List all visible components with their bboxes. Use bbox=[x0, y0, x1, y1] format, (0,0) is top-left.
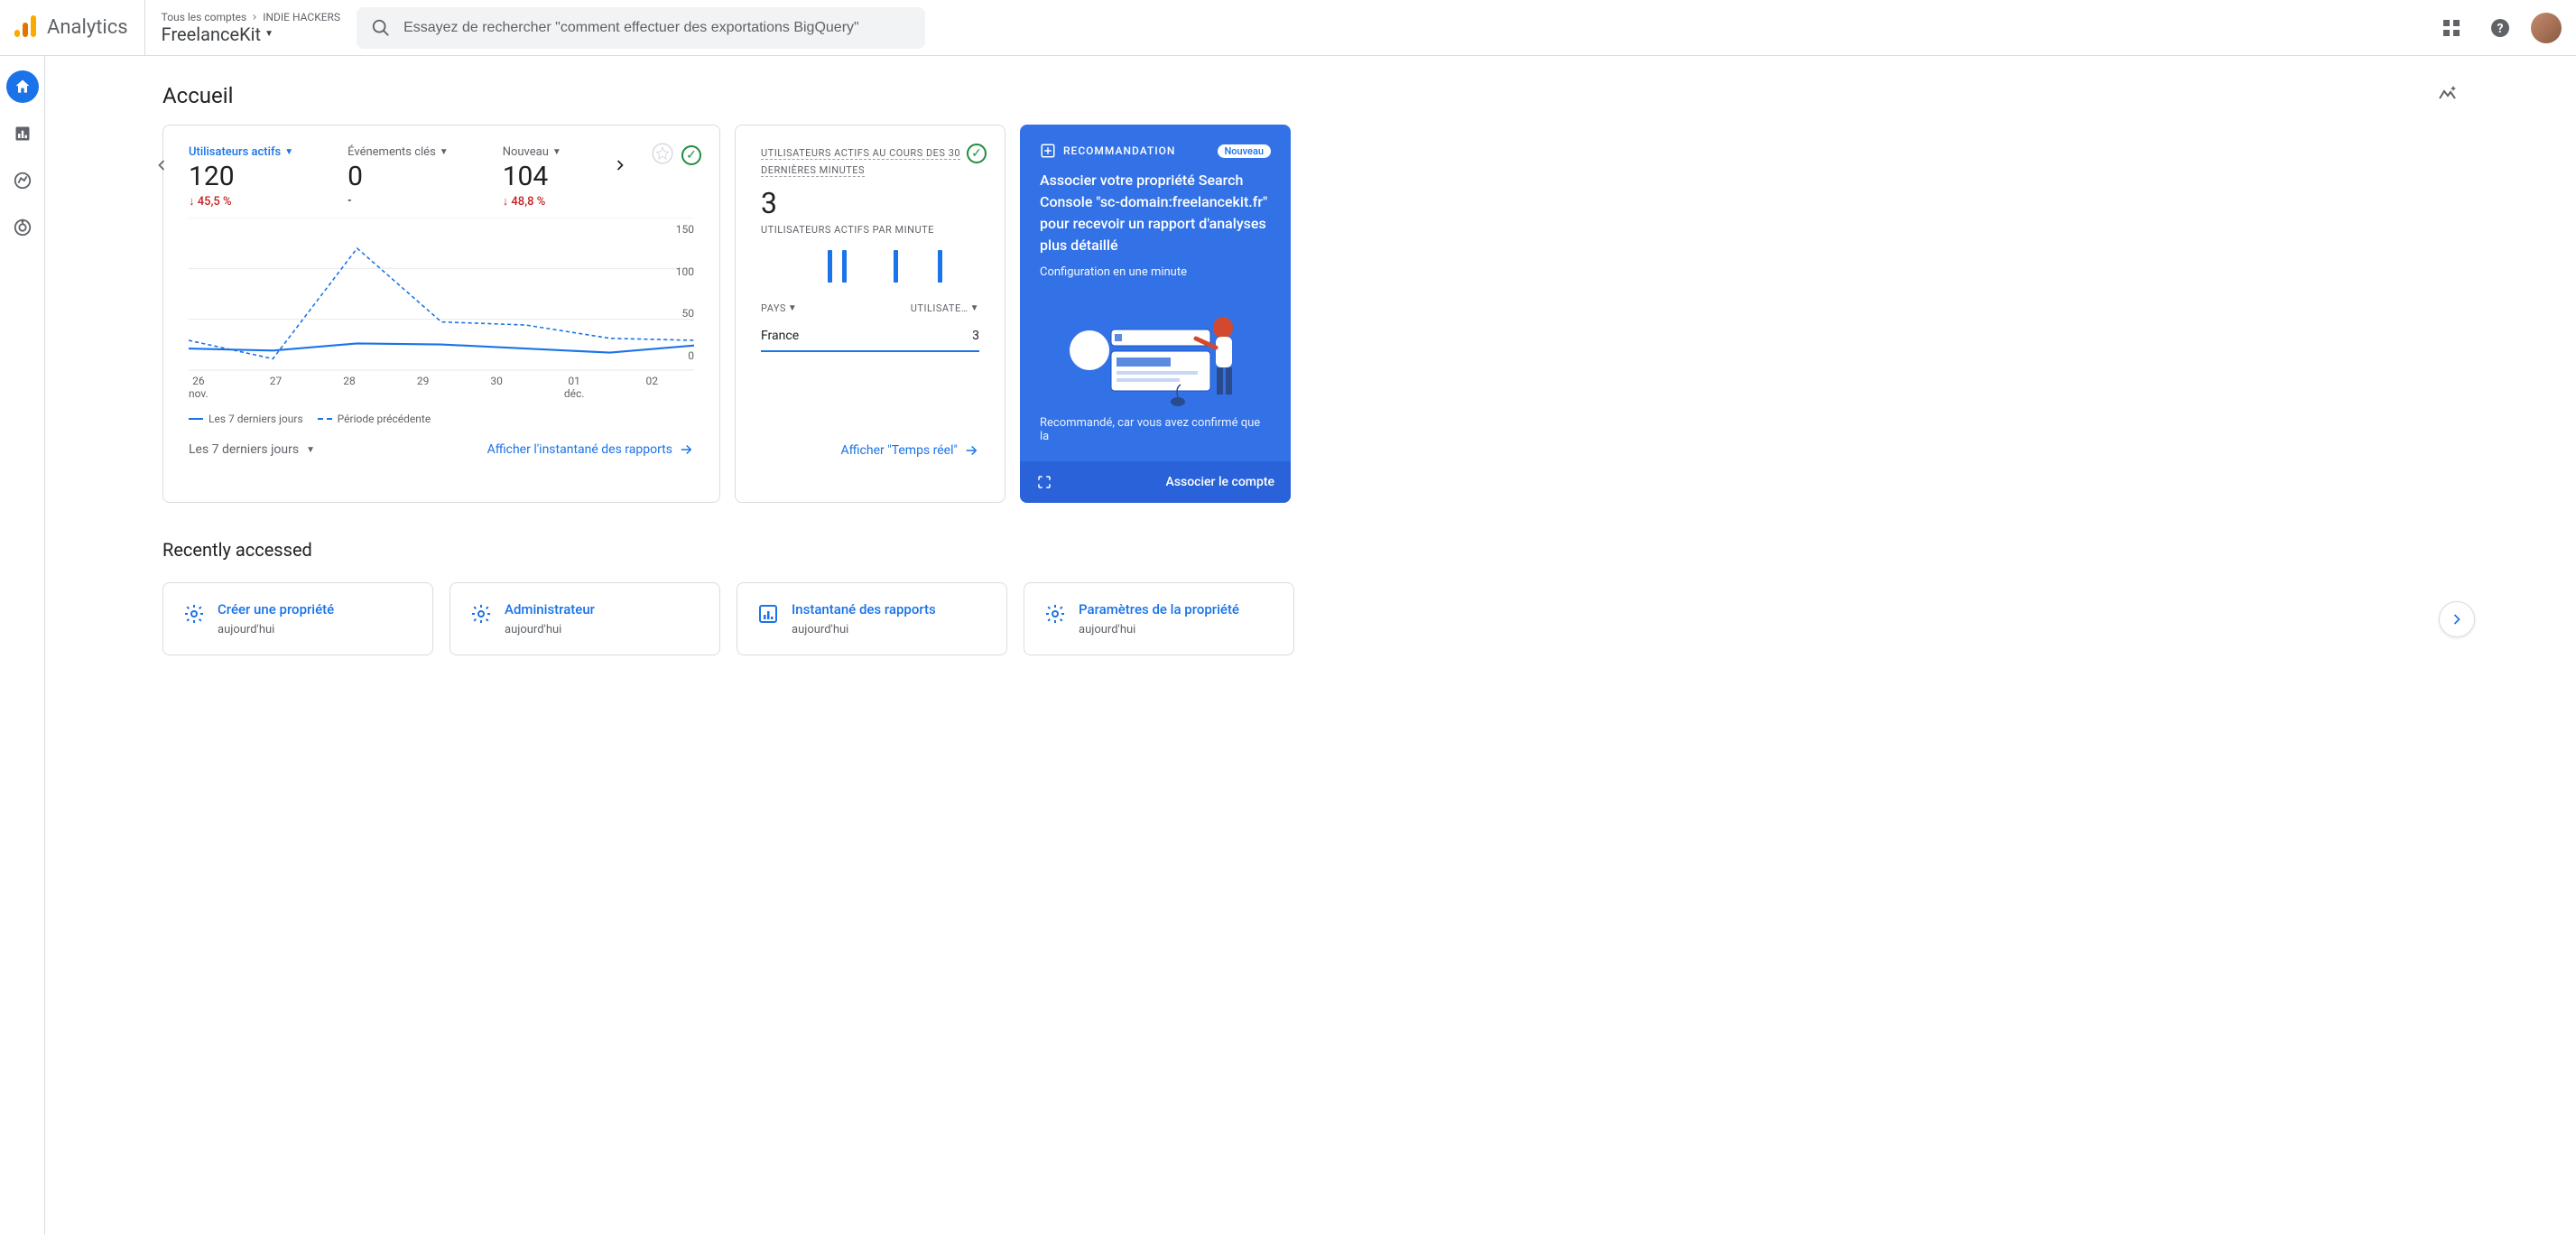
users-header[interactable]: UTILISATE… ▼ bbox=[911, 302, 979, 314]
check-icon: ✓ bbox=[967, 144, 987, 163]
recent-title: Paramètres de la propriété bbox=[1079, 601, 1239, 618]
realtime-row-country: France bbox=[761, 329, 799, 343]
view-realtime-link[interactable]: Afficher "Temps réel" bbox=[761, 352, 979, 459]
recent-card[interactable]: Créer une propriété aujourd'hui bbox=[162, 582, 433, 655]
realtime-row-value: 3 bbox=[972, 329, 979, 343]
view-realtime-label: Afficher "Temps réel" bbox=[840, 443, 958, 458]
recent-card[interactable]: Instantané des rapports aujourd'hui bbox=[737, 582, 1007, 655]
page-title: Accueil bbox=[162, 83, 233, 108]
realtime-value: 3 bbox=[761, 186, 979, 220]
main-content: Accueil ✓ Utilisateurs actifs▼ 120 ↓ 45 bbox=[45, 56, 2576, 1235]
brand-name: Analytics bbox=[47, 16, 128, 39]
realtime-subtitle: UTILISATEURS ACTIFS PAR MINUTE bbox=[761, 224, 979, 236]
property-label: FreelanceKit bbox=[162, 23, 261, 45]
gear-icon bbox=[470, 603, 492, 628]
header: Analytics Tous les comptes INDIE HACKERS… bbox=[0, 0, 2576, 56]
metric-nouveau[interactable]: Nouveau▼ 104 ↓ 48,8 % bbox=[503, 145, 561, 209]
header-actions: ? bbox=[2433, 10, 2562, 46]
breadcrumb: Tous les comptes INDIE HACKERS bbox=[162, 11, 340, 23]
recommendation-footer-text: Recommandé, car vous avez confirmé que l… bbox=[1040, 416, 1271, 443]
legend-current: Les 7 derniers jours bbox=[208, 413, 303, 425]
recent-subtitle: aujourd'hui bbox=[218, 623, 334, 636]
carousel-next-button[interactable] bbox=[2439, 601, 2475, 637]
date-range-selector[interactable]: Les 7 derniers jours ▼ bbox=[189, 442, 315, 457]
analytics-logo-icon bbox=[14, 14, 38, 42]
realtime-bars bbox=[761, 243, 979, 283]
property-name: FreelanceKit ▼ bbox=[162, 23, 340, 45]
svg-text:?: ? bbox=[2497, 22, 2504, 36]
recent-title: Créer une propriété bbox=[218, 601, 334, 618]
gear-icon bbox=[1044, 603, 1066, 628]
sidebar bbox=[0, 56, 45, 1235]
gear-icon bbox=[183, 603, 205, 628]
chevron-down-icon: ▼ bbox=[264, 29, 273, 39]
nav-reports[interactable] bbox=[6, 117, 39, 150]
realtime-card: ✓ UTILISATEURS ACTIFS AU COURS DES 30 DE… bbox=[735, 125, 1005, 503]
view-reports-label: Afficher l'instantané des rapports bbox=[487, 442, 672, 457]
overview-card: ✓ Utilisateurs actifs▼ 120 ↓ 45,5 %Événe… bbox=[162, 125, 720, 503]
realtime-row: France 3 bbox=[761, 321, 979, 352]
view-reports-link[interactable]: Afficher l'instantané des rapports bbox=[487, 441, 694, 458]
realtime-table-header: PAYS ▼ UTILISATE… ▼ bbox=[761, 295, 979, 321]
bar-icon bbox=[757, 603, 779, 628]
recommendation-text: Associer votre propriété Search Console … bbox=[1040, 170, 1271, 256]
help-icon[interactable]: ? bbox=[2482, 10, 2518, 46]
legend-previous: Période précédente bbox=[338, 413, 431, 425]
recommendation-illustration bbox=[1040, 292, 1271, 409]
recent-card[interactable]: Paramètres de la propriété aujourd'hui bbox=[1024, 582, 1294, 655]
associate-account-button[interactable]: Associer le compte bbox=[1166, 475, 1274, 489]
date-range-label: Les 7 derniers jours bbox=[189, 442, 299, 457]
metrics-row: Utilisateurs actifs▼ 120 ↓ 45,5 % Événeme… bbox=[189, 145, 694, 209]
chart-legend: Les 7 derniers jours Période précédente bbox=[189, 413, 694, 425]
chevron-down-icon: ▼ bbox=[306, 445, 315, 455]
arrow-right-icon bbox=[678, 441, 694, 458]
line-chart bbox=[189, 218, 694, 371]
realtime-title: UTILISATEURS ACTIFS AU COURS DES 30 DERN… bbox=[761, 147, 960, 177]
fullscreen-icon[interactable] bbox=[1036, 474, 1052, 490]
recent-card[interactable]: Administrateur aujourd'hui bbox=[449, 582, 720, 655]
nav-advertising[interactable] bbox=[6, 211, 39, 244]
recently-accessed-title: Recently accessed bbox=[162, 539, 2459, 561]
insights-icon[interactable] bbox=[2437, 83, 2459, 108]
recommendation-action-bar: Associer le compte bbox=[1020, 461, 1291, 503]
apps-icon[interactable] bbox=[2433, 10, 2469, 46]
nav-explore[interactable] bbox=[6, 164, 39, 197]
recommendation-label: RECOMMANDATION bbox=[1063, 144, 1175, 157]
search-box[interactable] bbox=[357, 7, 925, 49]
metric-prev[interactable] bbox=[153, 156, 171, 178]
recent-title: Instantané des rapports bbox=[792, 601, 936, 618]
recent-title: Administrateur bbox=[505, 601, 595, 618]
recent-subtitle: aujourd'hui bbox=[792, 623, 936, 636]
country-header[interactable]: PAYS ▼ bbox=[761, 302, 797, 314]
chevron-right-icon bbox=[250, 13, 259, 22]
recent-subtitle: aujourd'hui bbox=[505, 623, 595, 636]
recommendation-icon bbox=[1040, 143, 1056, 159]
avatar[interactable] bbox=[2531, 13, 2562, 43]
metric-utilisateurs-actifs[interactable]: Utilisateurs actifs▼ 120 ↓ 45,5 % bbox=[189, 145, 293, 209]
recommendation-subtext: Configuration en une minute bbox=[1040, 265, 1271, 279]
recently-accessed-row: Créer une propriété aujourd'hui Administ… bbox=[162, 582, 2459, 655]
new-badge: Nouveau bbox=[1218, 144, 1272, 158]
breadcrumb-account: INDIE HACKERS bbox=[263, 11, 340, 23]
logo-area[interactable]: Analytics bbox=[14, 0, 145, 55]
recommendation-card: RECOMMANDATION Nouveau Associer votre pr… bbox=[1020, 125, 1291, 503]
search-icon bbox=[371, 18, 391, 38]
search-input[interactable] bbox=[403, 20, 911, 36]
metric-événements-clés[interactable]: Événements clés▼ 0 - bbox=[347, 145, 449, 208]
breadcrumb-all: Tous les comptes bbox=[162, 11, 247, 23]
chart-area: 150100500 26nov.2728293001déc.02 bbox=[189, 218, 694, 398]
recent-subtitle: aujourd'hui bbox=[1079, 623, 1239, 636]
nav-home[interactable] bbox=[6, 70, 39, 103]
property-selector[interactable]: Tous les comptes INDIE HACKERS Freelance… bbox=[145, 11, 357, 45]
arrow-right-icon bbox=[963, 442, 979, 459]
